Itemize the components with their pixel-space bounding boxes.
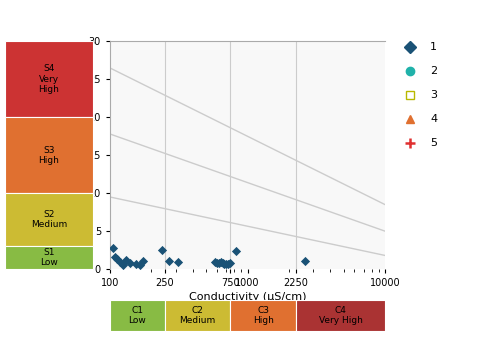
Point bbox=[226, 260, 234, 266]
Point bbox=[224, 261, 232, 267]
Bar bbox=[5, 193, 92, 246]
Point bbox=[109, 245, 117, 250]
Point bbox=[300, 258, 308, 264]
Point bbox=[232, 248, 239, 254]
Bar bbox=[5, 246, 92, 269]
Point bbox=[116, 259, 124, 265]
Bar bbox=[230, 300, 296, 331]
Point bbox=[220, 261, 228, 267]
Point bbox=[113, 256, 121, 262]
Text: S3
High: S3 High bbox=[38, 146, 59, 165]
Point bbox=[120, 263, 128, 268]
Text: 3: 3 bbox=[430, 90, 437, 100]
Point bbox=[126, 260, 134, 266]
Text: C3
High: C3 High bbox=[252, 306, 274, 325]
Text: S4
Very
High: S4 Very High bbox=[38, 65, 59, 94]
Text: 4: 4 bbox=[430, 114, 437, 124]
Text: C2
Medium: C2 Medium bbox=[180, 306, 216, 325]
Text: C1
Low: C1 Low bbox=[128, 306, 146, 325]
Text: 5: 5 bbox=[430, 138, 437, 148]
Bar bbox=[110, 300, 164, 331]
Y-axis label: SAR: SAR bbox=[74, 144, 85, 167]
Text: S1
Low: S1 Low bbox=[40, 248, 58, 267]
Text: S2
Medium: S2 Medium bbox=[30, 210, 67, 229]
Point bbox=[166, 258, 173, 264]
Bar bbox=[5, 41, 92, 117]
Point bbox=[140, 258, 147, 264]
Point bbox=[217, 259, 225, 265]
Point bbox=[136, 263, 144, 268]
Point bbox=[132, 261, 140, 267]
Bar bbox=[5, 117, 92, 193]
Point bbox=[122, 257, 130, 263]
Point bbox=[158, 247, 166, 253]
Point bbox=[215, 260, 223, 266]
Point bbox=[211, 259, 219, 265]
Point bbox=[110, 254, 118, 260]
Text: 1: 1 bbox=[430, 42, 437, 51]
Point bbox=[218, 261, 226, 266]
Point bbox=[174, 259, 182, 264]
X-axis label: Conductivity (μS/cm): Conductivity (μS/cm) bbox=[189, 292, 306, 302]
Bar bbox=[164, 300, 230, 331]
Text: 2: 2 bbox=[430, 66, 437, 76]
Point bbox=[222, 262, 230, 267]
Bar bbox=[296, 300, 385, 331]
Point bbox=[213, 260, 221, 265]
Text: C4
Very High: C4 Very High bbox=[318, 306, 362, 325]
